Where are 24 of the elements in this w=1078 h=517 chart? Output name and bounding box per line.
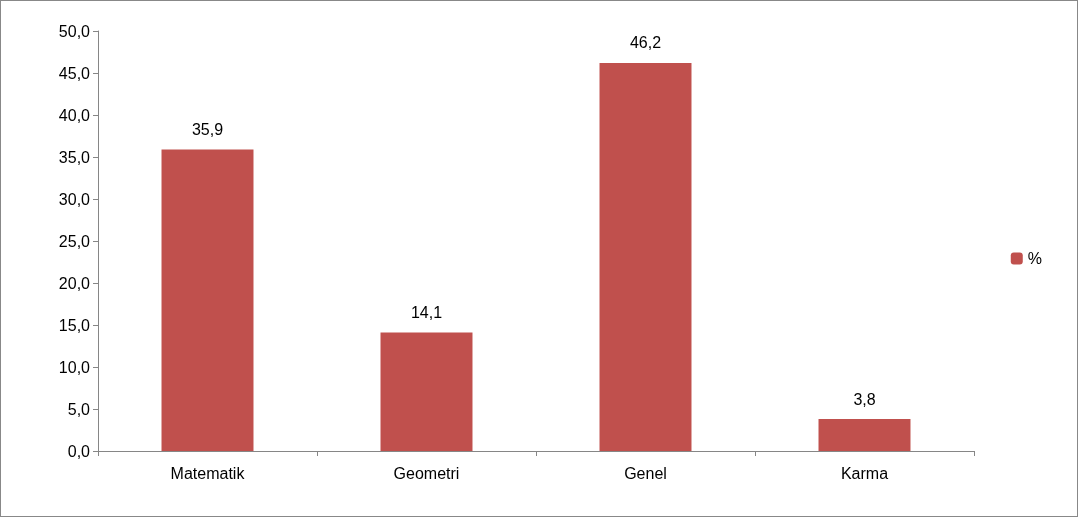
bar xyxy=(599,62,692,451)
data-label: 14,1 xyxy=(410,304,443,322)
y-tick-label: 40,0 xyxy=(58,106,91,124)
legend-label: % xyxy=(1027,250,1043,267)
bar xyxy=(161,149,254,451)
x-tick-label: Matematik xyxy=(170,464,246,482)
bar xyxy=(380,332,473,451)
y-tick-label: 30,0 xyxy=(58,190,91,208)
bar xyxy=(818,419,911,451)
y-tick-label: 35,0 xyxy=(58,148,91,166)
data-label: 46,2 xyxy=(629,34,662,52)
y-tick-label: 50,0 xyxy=(58,22,91,40)
y-tick-label: 15,0 xyxy=(58,316,91,334)
y-tick-label: 45,0 xyxy=(58,64,91,82)
data-label: 3,8 xyxy=(853,390,876,408)
data-label: 35,9 xyxy=(191,120,224,138)
x-tick-label: Genel xyxy=(624,464,667,482)
x-tick-label: Karma xyxy=(840,464,889,482)
y-tick-label: 20,0 xyxy=(58,274,91,292)
x-tick-label: Geometri xyxy=(393,464,460,482)
y-tick-label: 0,0 xyxy=(67,442,91,460)
y-tick-label: 10,0 xyxy=(58,358,91,376)
y-tick-label: 5,0 xyxy=(67,400,91,418)
y-tick-label: 25,0 xyxy=(58,232,91,250)
